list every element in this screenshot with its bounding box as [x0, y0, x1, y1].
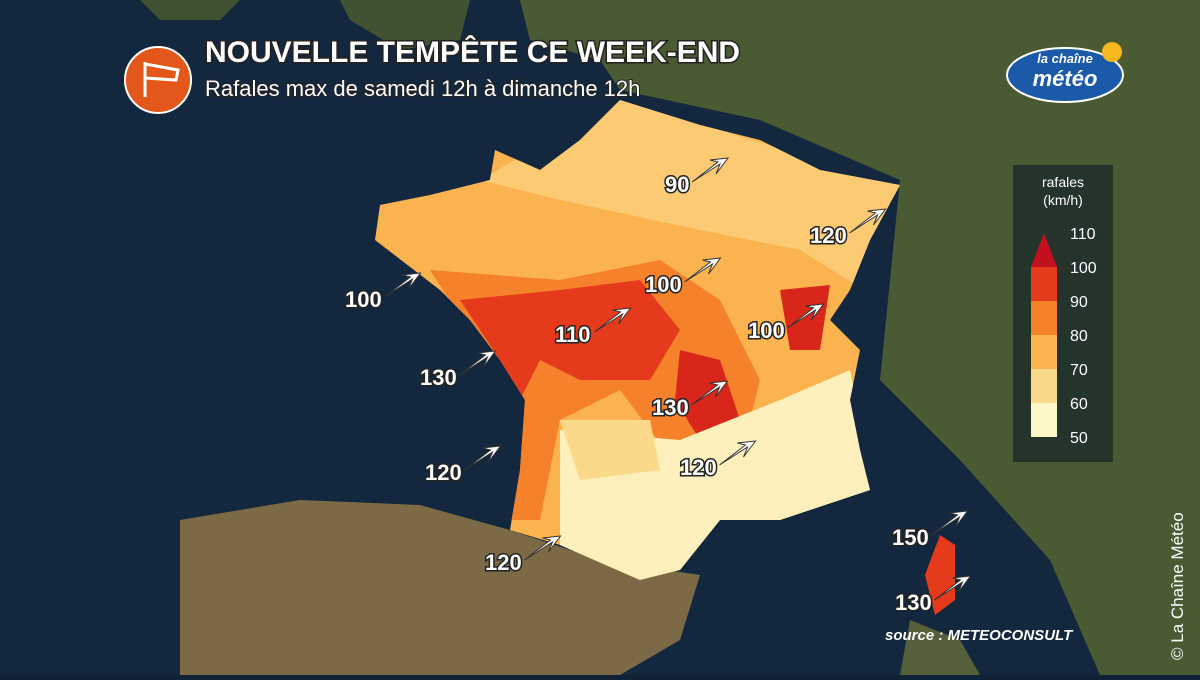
legend-swatch	[1031, 335, 1057, 369]
subtitle: Rafales max de samedi 12h à dimanche 12h	[205, 76, 640, 101]
gust-arrow	[691, 380, 729, 406]
legend-tick-label: 100	[1070, 260, 1097, 277]
legend-title: (km/h)	[1043, 192, 1083, 208]
gust-arrow	[934, 575, 972, 601]
gust-label: 130	[420, 365, 457, 390]
gust-arrow	[931, 510, 969, 536]
legend-tick-label: 50	[1070, 430, 1088, 447]
logo-sun	[1102, 42, 1122, 62]
zone-100	[675, 285, 830, 440]
gust-label: 110	[555, 322, 591, 347]
legend-title: rafales	[1042, 174, 1084, 190]
gust-arrow	[524, 535, 562, 561]
gust-label: 90	[665, 172, 689, 197]
gust-arrow	[594, 307, 632, 333]
land-uk	[140, 0, 470, 50]
legend: 50 60 70 80 90 100 110	[1031, 226, 1097, 447]
logo	[1006, 47, 1124, 103]
land-sardinia	[900, 620, 980, 675]
legend-swatch	[1031, 233, 1057, 267]
legend-tick-label: 90	[1070, 294, 1088, 311]
gust-arrow	[787, 303, 825, 329]
gust-arrow	[691, 157, 730, 183]
gust-arrow	[719, 440, 757, 466]
gust-label: 120	[810, 223, 847, 248]
title: NOUVELLE TEMPÊTE CE WEEK-END	[205, 35, 740, 69]
logo-bottom: météo	[1033, 66, 1098, 91]
legend-tick-label: 70	[1070, 362, 1088, 379]
legend-swatch	[1031, 267, 1057, 301]
gust-label: 120	[680, 455, 717, 480]
gust-arrow	[464, 445, 502, 471]
legend-tick-label: 60	[1070, 396, 1088, 413]
legend-tick-label: 80	[1070, 328, 1088, 345]
gust-label: 100	[645, 272, 682, 297]
legend-swatch	[1031, 369, 1057, 403]
gust-arrow	[684, 257, 722, 283]
gust-label: 100	[345, 287, 382, 312]
corsica	[925, 535, 955, 615]
land-iberia	[180, 500, 700, 675]
source: source : METEOCONSULT	[885, 627, 1074, 644]
credit: © La Chaîne Météo	[1168, 512, 1187, 660]
gust-label: 130	[652, 395, 689, 420]
zone-north	[480, 100, 900, 300]
gust-arrow	[459, 350, 497, 376]
legend-swatch	[1031, 403, 1057, 437]
gust-label: 150	[892, 525, 929, 550]
legend-box	[1013, 165, 1113, 462]
gusts: 90 120 100 100 110 100 130 130 120 120 120 150 130	[344, 157, 972, 617]
gust-label: 130	[895, 590, 932, 615]
gust-label: 120	[425, 460, 462, 485]
gust-arrow	[384, 272, 422, 298]
gust-arrow	[849, 208, 887, 234]
legend-swatch	[1031, 301, 1057, 335]
legend-tick-label: 110	[1070, 226, 1096, 243]
gust-label: 120	[485, 550, 522, 575]
logo-top: la chaîne	[1037, 51, 1093, 66]
windsock	[143, 62, 180, 97]
gust-label: 100	[748, 318, 785, 343]
zone-60	[560, 420, 660, 480]
